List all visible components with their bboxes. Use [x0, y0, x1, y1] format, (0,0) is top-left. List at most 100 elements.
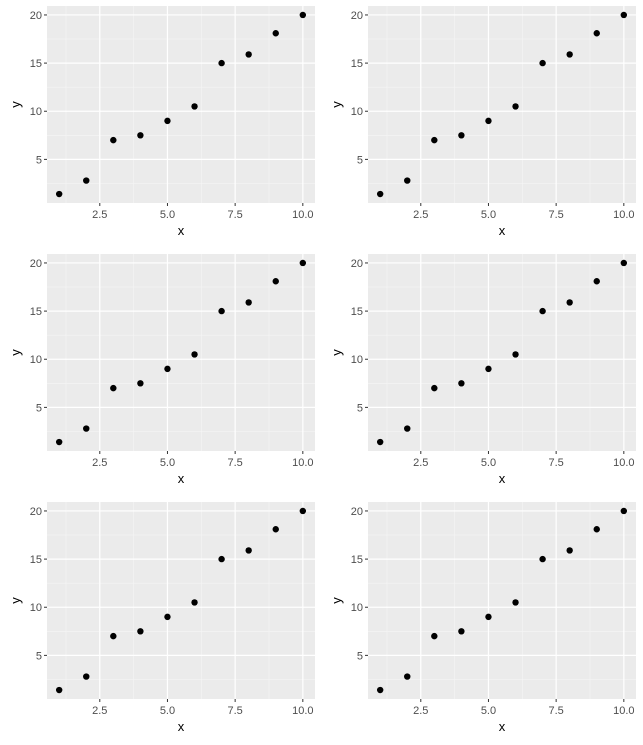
y-tick-label: 5	[357, 650, 363, 662]
y-tick-label: 5	[357, 402, 363, 414]
x-tick-label: 7.5	[227, 705, 242, 717]
data-point	[539, 307, 546, 315]
x-tick-label: 2.5	[413, 457, 428, 469]
data-point	[137, 628, 144, 635]
data-point	[110, 136, 117, 144]
data-point	[376, 686, 384, 694]
y-tick-label: 15	[30, 58, 42, 70]
data-point	[593, 278, 600, 285]
y-tick-label: 10	[30, 354, 42, 366]
x-axis-title: x	[178, 223, 185, 238]
y-tick-label: 15	[351, 554, 363, 566]
data-point	[593, 30, 600, 37]
data-point	[55, 190, 63, 198]
scatter-panel: 2.5 5.0 7.5 10.0 5 10 15 20 x y	[321, 496, 642, 744]
data-point	[110, 632, 117, 640]
data-point	[512, 103, 519, 110]
data-point	[137, 132, 144, 139]
data-point	[245, 547, 252, 554]
data-point	[376, 190, 384, 198]
data-point	[485, 117, 492, 125]
data-point	[539, 59, 546, 67]
y-tick-label: 5	[357, 154, 363, 166]
data-point	[485, 365, 492, 373]
x-tick-label: 7.5	[227, 457, 242, 469]
y-tick-label: 10	[30, 602, 42, 614]
y-tick-label: 20	[30, 506, 42, 518]
x-tick-label: 7.5	[548, 705, 563, 717]
data-point	[83, 673, 90, 680]
data-point	[55, 438, 63, 446]
y-tick-label: 15	[30, 554, 42, 566]
x-tick-label: 2.5	[92, 209, 107, 221]
data-point	[191, 599, 198, 606]
data-point	[431, 384, 438, 392]
data-point	[137, 380, 144, 387]
y-axis-title: y	[329, 101, 344, 108]
y-tick-label: 5	[36, 402, 42, 414]
data-point	[593, 526, 600, 533]
y-tick-label: 15	[351, 306, 363, 318]
data-point	[566, 547, 573, 554]
y-axis-title: y	[8, 597, 23, 604]
scatter-panel: 2.5 5.0 7.5 10.0 5 10 15 20 x y	[321, 248, 642, 496]
x-tick-label: 5.0	[160, 457, 175, 469]
data-point	[299, 259, 307, 267]
y-axis-title: y	[329, 349, 344, 356]
x-tick-label: 7.5	[227, 209, 242, 221]
scatter-plot: 2.5 5.0 7.5 10.0 5 10 15 20 x y	[8, 502, 315, 734]
x-tick-label: 5.0	[481, 457, 496, 469]
x-axis-title: x	[499, 719, 506, 734]
x-tick-label: 10.0	[613, 457, 634, 469]
data-point	[245, 299, 252, 306]
y-tick-label: 20	[351, 506, 363, 518]
data-point	[164, 365, 171, 373]
data-point	[191, 103, 198, 110]
y-tick-label: 5	[36, 650, 42, 662]
data-point	[458, 380, 465, 387]
data-point	[620, 507, 628, 515]
data-point	[218, 59, 225, 67]
data-point	[566, 51, 573, 58]
x-axis-title: x	[178, 471, 185, 486]
y-axis-title: y	[329, 597, 344, 604]
data-point	[110, 384, 117, 392]
data-point	[83, 425, 90, 432]
data-point	[191, 351, 198, 358]
x-tick-label: 10.0	[613, 705, 634, 717]
data-point	[218, 307, 225, 315]
y-tick-label: 10	[351, 602, 363, 614]
y-tick-label: 15	[30, 306, 42, 318]
y-tick-label: 5	[36, 154, 42, 166]
data-point	[376, 438, 384, 446]
data-point	[485, 613, 492, 621]
data-point	[272, 278, 279, 285]
y-tick-label: 20	[351, 10, 363, 22]
data-point	[431, 632, 438, 640]
data-point	[512, 599, 519, 606]
x-tick-label: 10.0	[292, 705, 313, 717]
scatter-panel: 2.5 5.0 7.5 10.0 5 10 15 20 x y	[0, 0, 321, 248]
y-tick-label: 20	[30, 258, 42, 270]
x-tick-label: 10.0	[292, 209, 313, 221]
x-tick-label: 2.5	[413, 209, 428, 221]
scatter-plot: 2.5 5.0 7.5 10.0 5 10 15 20 x y	[329, 502, 636, 734]
scatter-plot: 2.5 5.0 7.5 10.0 5 10 15 20 x y	[329, 254, 636, 486]
data-point	[55, 686, 63, 694]
y-tick-label: 10	[30, 106, 42, 118]
x-tick-label: 5.0	[160, 705, 175, 717]
x-tick-label: 2.5	[92, 705, 107, 717]
data-point	[404, 425, 411, 432]
scatter-panel: 2.5 5.0 7.5 10.0 5 10 15 20 x y	[0, 248, 321, 496]
data-point	[539, 555, 546, 563]
x-axis-title: x	[178, 719, 185, 734]
scatter-panel: 2.5 5.0 7.5 10.0 5 10 15 20 x y	[321, 0, 642, 248]
x-tick-label: 10.0	[292, 457, 313, 469]
data-point	[245, 51, 252, 58]
data-point	[512, 351, 519, 358]
data-point	[566, 299, 573, 306]
data-point	[299, 11, 307, 19]
x-tick-label: 5.0	[481, 705, 496, 717]
data-point	[272, 526, 279, 533]
